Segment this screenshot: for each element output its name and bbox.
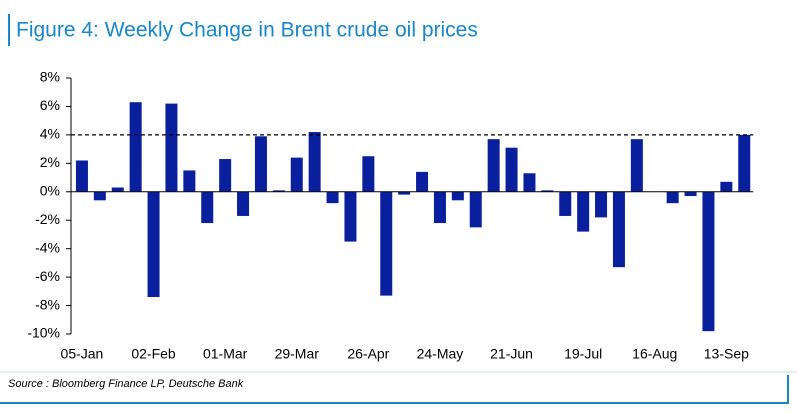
bar — [237, 191, 250, 216]
chart-title: Figure 4: Weekly Change in Brent crude o… — [16, 19, 478, 42]
y-tick-label: 2% — [40, 154, 60, 170]
bar — [559, 191, 572, 216]
bar — [595, 191, 608, 218]
bar — [738, 134, 751, 192]
x-tick-label: 21-Jun — [490, 346, 533, 362]
bar — [326, 191, 339, 204]
y-tick-label: 8% — [40, 69, 60, 85]
x-tick-label: 24-May — [417, 346, 464, 362]
y-tick-label: 4% — [40, 126, 60, 142]
bar — [272, 190, 285, 192]
bar — [487, 139, 500, 192]
x-tick-label: 02-Feb — [131, 346, 176, 362]
y-tick-label: -6% — [35, 268, 60, 284]
y-tick-label: -2% — [35, 211, 60, 227]
bar — [75, 160, 88, 192]
bar — [505, 147, 518, 192]
bar — [308, 132, 321, 192]
bar — [702, 191, 715, 332]
bar — [541, 190, 554, 192]
bar — [147, 191, 160, 298]
bar — [201, 191, 214, 224]
bar — [165, 103, 178, 192]
x-tick-label: 13-Sep — [704, 346, 749, 362]
bar — [451, 191, 464, 201]
x-tick-label: 26-Apr — [347, 346, 389, 362]
bar — [398, 191, 411, 195]
bar — [111, 187, 124, 192]
y-tick-label: -10% — [27, 325, 60, 341]
bar — [362, 156, 375, 192]
bar — [290, 157, 303, 192]
y-tick-label: -4% — [35, 239, 60, 255]
bar — [469, 191, 482, 228]
bar — [344, 191, 357, 242]
bar — [183, 170, 196, 192]
bar — [416, 171, 429, 192]
y-tick-label: 6% — [40, 97, 60, 113]
bar — [720, 181, 733, 192]
bar — [93, 191, 106, 201]
x-tick-label: 05-Jan — [61, 346, 104, 362]
source: Source : Bloomberg Finance LP, Deutsche … — [8, 378, 244, 390]
y-tick-label: 0% — [40, 182, 60, 198]
y-tick-label: -8% — [35, 296, 60, 312]
x-tick-label: 19-Jul — [564, 346, 602, 362]
bar — [433, 191, 446, 224]
x-tick-label: 16-Aug — [632, 346, 677, 362]
bar — [630, 139, 643, 192]
x-tick-label: 01-Mar — [203, 346, 248, 362]
bar — [219, 159, 232, 192]
bar — [254, 136, 267, 192]
bar — [577, 191, 590, 232]
bar — [523, 173, 536, 192]
bar — [129, 102, 142, 192]
bar — [684, 191, 697, 197]
bar — [612, 191, 625, 268]
x-tick-label: 29-Mar — [275, 346, 320, 362]
bar — [380, 191, 393, 296]
bar — [666, 191, 679, 204]
